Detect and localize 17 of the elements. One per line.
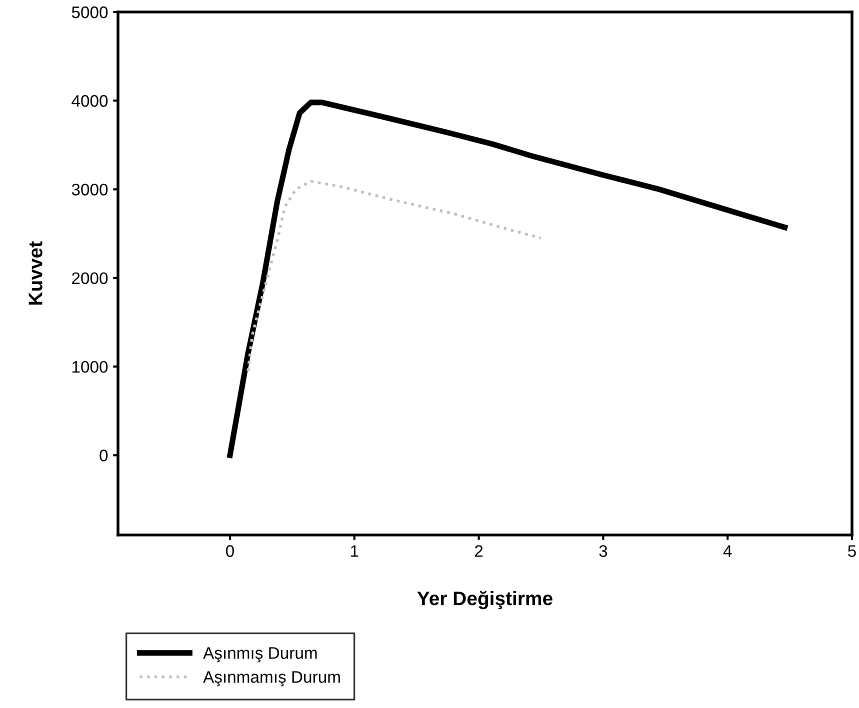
x-tick-label: 1	[351, 545, 358, 557]
x-tick-label: 5	[848, 545, 856, 557]
y-tick-label: 1000	[72, 360, 108, 373]
y-tick-label: 4000	[72, 95, 108, 107]
x-tick-label: 3	[599, 545, 608, 557]
y-axis-title: Kuvvet	[28, 241, 42, 305]
legend-label: Aşınmamış Durum	[203, 671, 340, 686]
legend-label: Aşınmış Durum	[203, 647, 317, 662]
y-tick-label: 3000	[72, 184, 108, 196]
x-tick-label: 4	[723, 545, 732, 557]
x-tick-label: 0	[226, 545, 234, 557]
y-tick-label: 5000	[72, 6, 108, 18]
line-series	[246, 180, 542, 372]
y-tick-label: 2000	[72, 272, 108, 284]
y-tick-label: 0	[100, 450, 108, 462]
x-tick-label: 2	[474, 545, 483, 557]
x-axis-title: Yer Değiştirme	[417, 590, 552, 610]
